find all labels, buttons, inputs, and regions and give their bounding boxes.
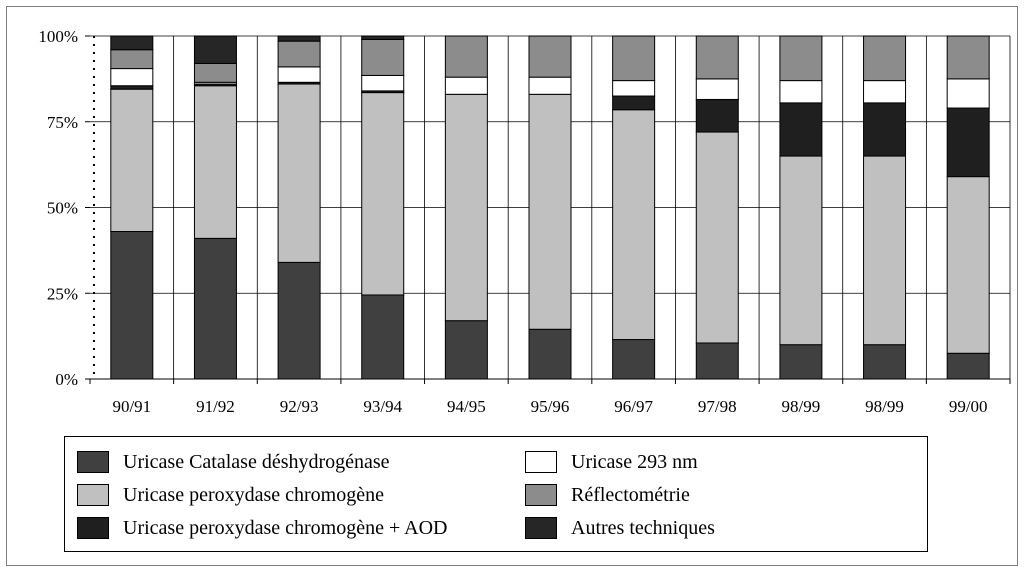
legend-item-uricase-peroxydase: Uricase peroxydase chromogène [77, 480, 384, 510]
bar-segment [110, 231, 154, 380]
x-tick-label: 98/99 [782, 397, 821, 416]
bar-segment [277, 83, 321, 263]
bar-segment [612, 339, 656, 380]
legend-swatch [77, 517, 109, 539]
bar-segment [863, 80, 907, 104]
bar-segment [695, 98, 739, 133]
axes [85, 35, 1011, 384]
bar-segment [361, 294, 405, 380]
bars [110, 35, 990, 380]
bar-segment [779, 35, 823, 82]
bar-segment [277, 261, 321, 380]
x-tick-label: 92/93 [280, 397, 319, 416]
bar-segment [695, 78, 739, 100]
bar-segment [528, 76, 572, 95]
x-tick-label: 97/98 [698, 397, 737, 416]
x-tick-label: 93/94 [363, 397, 402, 416]
y-tick-label: 0% [55, 370, 78, 389]
legend-label: Uricase 293 nm [571, 450, 698, 473]
bar-segment [946, 107, 990, 178]
bar-segment [946, 78, 990, 109]
bar-segment [528, 328, 572, 380]
legend-label: Uricase peroxydase chromogène + AOD [123, 516, 448, 539]
legend: Uricase Catalase déshydrogénase Uricase … [64, 436, 928, 552]
x-tick-label: 91/92 [196, 397, 235, 416]
x-tick-label: 95/96 [531, 397, 570, 416]
bar-segment [444, 320, 488, 380]
legend-label: Réflectométrie [571, 483, 690, 506]
legend-item-autres-techniques: Autres techniques [525, 513, 715, 543]
x-tick-label: 96/97 [614, 397, 653, 416]
y-tick-label: 25% [47, 284, 78, 303]
legend-label: Uricase Catalase déshydrogénase [123, 450, 390, 473]
bar-segment [779, 155, 823, 346]
bar-segment [528, 35, 572, 78]
x-tick-label: 90/91 [112, 397, 151, 416]
bar-segment [528, 93, 572, 330]
bar-segment [110, 88, 154, 233]
bar-segment [277, 66, 321, 83]
bar-segment [193, 85, 237, 239]
bar-segment [612, 80, 656, 97]
bar-segment [695, 131, 739, 344]
bar-segment [193, 35, 237, 64]
y-tick-label: 100% [38, 27, 78, 46]
grid-lines [90, 35, 1011, 379]
legend-swatch [525, 484, 557, 506]
bar-segment [612, 35, 656, 82]
bar-segment [695, 342, 739, 380]
bar-segment [444, 76, 488, 95]
legend-swatch [525, 517, 557, 539]
y-tick-label: 75% [47, 113, 78, 132]
bar-segment [946, 352, 990, 380]
legend-item-uricase-catalase: Uricase Catalase déshydrogénase [77, 447, 390, 477]
bar-segment [946, 35, 990, 80]
bar-segment [193, 62, 237, 83]
bar-segment [361, 92, 405, 296]
stacked-bar-chart: 0% 25% 50% 75% 100% 90/91 91/92 92/93 93/94 94/9… [38, 27, 1011, 416]
bar-segment [946, 176, 990, 354]
bar-segment [863, 155, 907, 346]
bar-segment [444, 93, 488, 322]
bar-segment [361, 35, 405, 40]
legend-swatch [77, 451, 109, 473]
x-tick-labels: 90/91 91/92 92/93 93/94 94/95 95/96 96/97 97/98… [112, 397, 987, 416]
legend-item-uricase-293: Uricase 293 nm [525, 447, 698, 477]
legend-swatch [77, 484, 109, 506]
bar-segment [612, 95, 656, 111]
legend-label: Autres techniques [571, 516, 715, 539]
bar-segment [863, 102, 907, 157]
bar-segment [110, 49, 154, 70]
legend-label: Uricase peroxydase chromogène [123, 483, 384, 506]
bar-segment [193, 237, 237, 380]
y-tick-labels: 0% 25% 50% 75% 100% [38, 27, 78, 389]
bar-segment [361, 74, 405, 92]
legend-swatch [525, 451, 557, 473]
bar-segment [863, 35, 907, 82]
bar-segment [277, 40, 321, 68]
bar-segment [444, 35, 488, 78]
legend-item-reflectometrie: Réflectométrie [525, 480, 690, 510]
x-tick-label: 99/00 [949, 397, 988, 416]
bar-segment [779, 80, 823, 104]
bar-segment [779, 102, 823, 157]
bar-segment [110, 68, 154, 87]
bar-segment [612, 109, 656, 341]
bar-segment [695, 35, 739, 80]
bar-segment [110, 35, 154, 51]
x-tick-label: 98/99 [865, 397, 904, 416]
bar-segment [277, 35, 321, 42]
y-tick-label: 50% [47, 199, 78, 218]
bar-segment [779, 344, 823, 380]
bar-segment [110, 85, 154, 90]
bar-segment [863, 344, 907, 380]
bar-segment [361, 38, 405, 76]
legend-item-uricase-peroxydase-aod: Uricase peroxydase chromogène + AOD [77, 513, 448, 543]
x-tick-label: 94/95 [447, 397, 486, 416]
